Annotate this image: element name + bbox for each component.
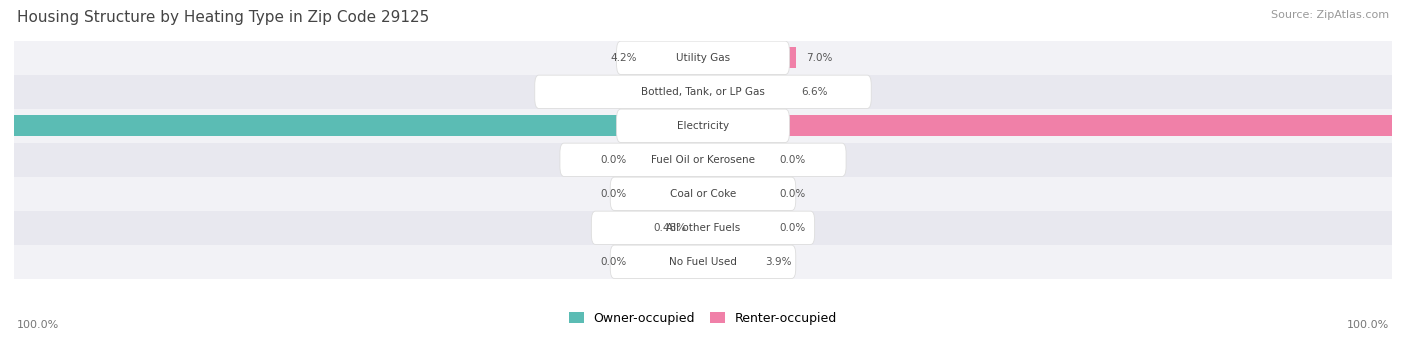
FancyBboxPatch shape bbox=[534, 75, 872, 108]
Text: 100.0%: 100.0% bbox=[17, 320, 59, 330]
Text: 10.9%: 10.9% bbox=[572, 87, 605, 97]
Bar bbox=[703, 115, 1406, 136]
FancyBboxPatch shape bbox=[617, 41, 789, 74]
Bar bbox=[0, 115, 703, 136]
Bar bbox=[14, 143, 1392, 177]
Bar bbox=[14, 75, 1392, 109]
Text: 0.0%: 0.0% bbox=[780, 155, 806, 165]
Legend: Owner-occupied, Renter-occupied: Owner-occupied, Renter-occupied bbox=[568, 312, 838, 325]
Bar bbox=[558, 81, 703, 102]
Bar bbox=[14, 109, 1392, 143]
Text: Utility Gas: Utility Gas bbox=[676, 53, 730, 63]
Text: 3.9%: 3.9% bbox=[765, 257, 792, 267]
Text: Electricity: Electricity bbox=[676, 121, 730, 131]
Bar bbox=[14, 245, 1392, 279]
FancyBboxPatch shape bbox=[592, 211, 814, 244]
Bar bbox=[14, 211, 1392, 245]
Text: Fuel Oil or Kerosene: Fuel Oil or Kerosene bbox=[651, 155, 755, 165]
Text: 0.0%: 0.0% bbox=[780, 223, 806, 233]
Text: 100.0%: 100.0% bbox=[1347, 320, 1389, 330]
Text: 0.0%: 0.0% bbox=[600, 155, 626, 165]
Text: 6.6%: 6.6% bbox=[801, 87, 828, 97]
Text: No Fuel Used: No Fuel Used bbox=[669, 257, 737, 267]
Text: Bottled, Tank, or LP Gas: Bottled, Tank, or LP Gas bbox=[641, 87, 765, 97]
Text: 0.48%: 0.48% bbox=[652, 223, 686, 233]
Bar bbox=[637, 251, 703, 272]
Bar bbox=[647, 47, 703, 68]
FancyBboxPatch shape bbox=[610, 177, 796, 210]
Bar bbox=[696, 217, 703, 238]
Bar bbox=[703, 47, 796, 68]
Bar bbox=[703, 81, 790, 102]
Bar bbox=[637, 183, 703, 204]
Text: 0.0%: 0.0% bbox=[780, 189, 806, 199]
Text: All other Fuels: All other Fuels bbox=[666, 223, 740, 233]
Text: 7.0%: 7.0% bbox=[807, 53, 832, 63]
Bar bbox=[703, 217, 769, 238]
Text: Coal or Coke: Coal or Coke bbox=[669, 189, 737, 199]
Bar bbox=[14, 41, 1392, 75]
Bar bbox=[703, 183, 769, 204]
Text: 0.0%: 0.0% bbox=[600, 189, 626, 199]
FancyBboxPatch shape bbox=[560, 143, 846, 176]
Text: 0.0%: 0.0% bbox=[600, 257, 626, 267]
FancyBboxPatch shape bbox=[610, 245, 796, 278]
Bar bbox=[637, 149, 703, 170]
FancyBboxPatch shape bbox=[617, 109, 789, 142]
Bar bbox=[14, 177, 1392, 211]
Text: 4.2%: 4.2% bbox=[610, 53, 637, 63]
Text: Source: ZipAtlas.com: Source: ZipAtlas.com bbox=[1271, 10, 1389, 20]
Text: Housing Structure by Heating Type in Zip Code 29125: Housing Structure by Heating Type in Zip… bbox=[17, 10, 429, 25]
Bar bbox=[703, 251, 755, 272]
Bar bbox=[703, 149, 769, 170]
